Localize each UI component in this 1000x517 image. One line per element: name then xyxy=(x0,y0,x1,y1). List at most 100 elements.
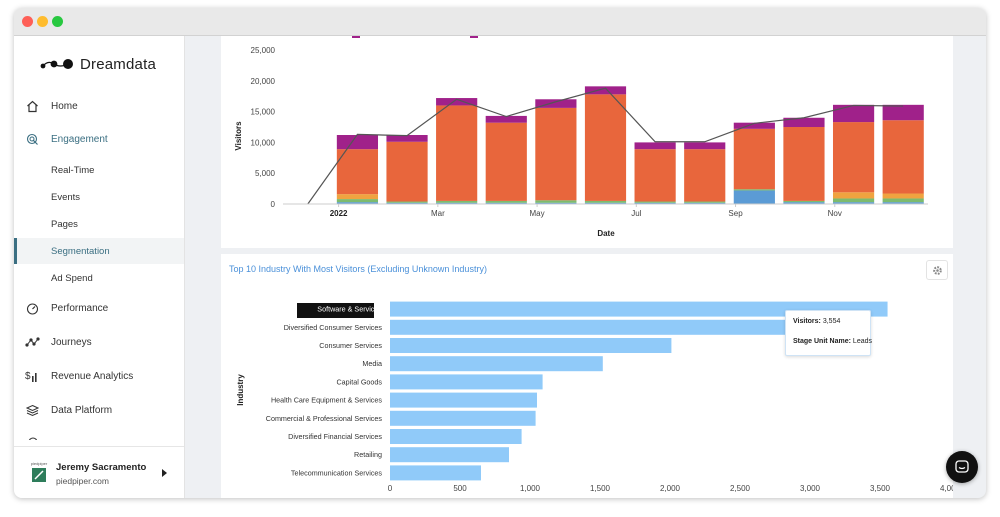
sidebar-item-home[interactable]: Home xyxy=(14,93,184,119)
industry-bar xyxy=(390,429,522,444)
x-tick-label: Sep xyxy=(728,209,743,218)
sidebar-item-engagement[interactable]: Engagement xyxy=(14,126,184,152)
sidebar-subitem-real-time[interactable]: Real-Time xyxy=(14,157,184,183)
sidebar-item-revenue-analytics[interactable]: $ Revenue Analytics xyxy=(14,363,184,389)
industry-chart-title[interactable]: Top 10 Industry With Most Visitors (Excl… xyxy=(229,264,487,274)
partial-nav-icon xyxy=(28,434,38,440)
y-tick-label: 20,000 xyxy=(251,77,276,86)
bar-segment xyxy=(386,135,428,142)
sidebar-subitem-segmentation[interactable]: Segmentation xyxy=(14,238,184,264)
bar-segment xyxy=(336,149,379,195)
sidebar-item-performance[interactable]: Performance xyxy=(14,295,184,321)
bar-segment xyxy=(783,200,825,203)
brand-logo[interactable]: Dreamdata xyxy=(40,54,156,74)
x-tick-label: 3,000 xyxy=(800,484,821,493)
sidebar-item-label: Real-Time xyxy=(51,164,95,176)
industry-bar-chart: Industry Software & Services Diversified … xyxy=(236,301,953,493)
x-tick-label: Jul xyxy=(631,209,641,218)
sidebar-item-label: Home xyxy=(51,100,78,112)
sidebar-item-label: Journeys xyxy=(51,336,92,348)
y-tick-label: 0 xyxy=(271,200,276,209)
industry-bar xyxy=(390,374,543,390)
bar-segment xyxy=(436,98,478,106)
bar-segment xyxy=(336,135,379,150)
bar-segment xyxy=(386,201,428,203)
industry-bar xyxy=(390,356,603,372)
category-label: Software & Services xyxy=(317,305,382,314)
sidebar-subitem-ad-spend[interactable]: Ad Spend xyxy=(14,265,184,291)
bar-segment xyxy=(783,127,825,201)
close-window-button[interactable] xyxy=(22,16,33,27)
bar-segment xyxy=(485,115,527,123)
home-icon xyxy=(24,98,40,114)
sidebar-item-label: Engagement xyxy=(51,133,108,145)
bar-segment xyxy=(733,190,775,204)
sidebar-item-label: Ad Spend xyxy=(51,272,93,284)
zoom-window-button[interactable] xyxy=(52,16,63,27)
x-tick-label: May xyxy=(530,209,545,218)
brand-name: Dreamdata xyxy=(80,55,157,73)
bar-segment xyxy=(436,202,478,204)
bar-segment xyxy=(535,200,577,203)
tooltip-stage-label: Stage Unit Name: xyxy=(793,338,851,345)
bar-segment xyxy=(584,202,627,204)
chevron-right-icon[interactable] xyxy=(162,469,168,477)
bar-segment xyxy=(882,104,924,121)
bar-segment xyxy=(882,120,924,194)
tooltip-visitors-label: Visitors: xyxy=(793,318,821,325)
y-tick-label: 15,000 xyxy=(251,108,276,117)
sidebar-subitem-events[interactable]: Events xyxy=(14,184,184,210)
title-bar xyxy=(14,8,986,36)
industry-bar xyxy=(390,465,481,481)
minimize-window-button[interactable] xyxy=(37,16,48,27)
user-profile[interactable]: piedpiper Jeremy Sacramento piedpiper.co… xyxy=(14,446,184,498)
industry-chart-panel: Top 10 Industry With Most Visitors (Excl… xyxy=(221,254,953,498)
x-tick-label: 4,000 xyxy=(940,484,953,493)
trend-line xyxy=(307,87,904,205)
sidebar-item-journeys[interactable]: Journeys xyxy=(14,329,184,355)
bar-segment xyxy=(783,117,825,127)
industry-bar xyxy=(390,392,537,408)
y-tick-label: 25,000 xyxy=(251,46,276,55)
bar-segment xyxy=(584,86,627,95)
sidebar-item-data-platform[interactable]: Data Platform xyxy=(14,397,184,423)
category-label: Retailing xyxy=(354,450,382,459)
data-platform-icon xyxy=(24,402,40,418)
bar-segment xyxy=(634,149,676,202)
bar-segment xyxy=(485,122,527,201)
bar-segment xyxy=(535,99,577,108)
bar-segment xyxy=(634,202,676,204)
bar-segment xyxy=(832,192,875,199)
category-label: Capital Goods xyxy=(336,377,382,386)
chat-launcher-button[interactable] xyxy=(946,451,978,483)
dreamdata-logo-icon xyxy=(40,59,73,69)
app-window: Dreamdata Home Engagement Real-Time Even… xyxy=(14,8,986,498)
x-tick-label: 2022 xyxy=(330,209,348,218)
chart-settings-button[interactable] xyxy=(926,260,948,280)
bar-segment xyxy=(336,199,379,203)
y-tick-label: 10,000 xyxy=(251,138,276,147)
bar-segment xyxy=(832,198,875,203)
sidebar-item-label: Pages xyxy=(51,218,78,230)
bar-segment xyxy=(436,200,478,203)
bar-segment xyxy=(634,201,676,203)
bar-segment xyxy=(684,142,726,150)
sidebar: Dreamdata Home Engagement Real-Time Even… xyxy=(14,36,185,498)
performance-icon xyxy=(24,300,40,316)
category-label: Diversified Financial Services xyxy=(288,432,382,441)
chart-tooltip: Visitors: 3,554 Stage Unit Name: Leads xyxy=(785,310,872,356)
bar-segment xyxy=(584,94,627,201)
bar-segment xyxy=(882,198,924,203)
sidebar-item-label: Events xyxy=(51,191,81,203)
main-content: Visitors Date 0 5,000 10,000 15,000 20,000 25… xyxy=(184,36,986,498)
bar-segment xyxy=(882,202,924,204)
x-tick-label: 2,000 xyxy=(660,484,681,493)
sidebar-subitem-pages[interactable]: Pages xyxy=(14,211,184,237)
bar-segment xyxy=(584,200,627,203)
x-tick-label: 1,000 xyxy=(520,484,541,493)
bar-segment xyxy=(386,141,428,202)
sidebar-item-label: Revenue Analytics xyxy=(51,370,134,382)
sidebar-item-label: Data Platform xyxy=(51,404,113,416)
x-tick-label: Nov xyxy=(828,209,842,218)
bar-segment xyxy=(832,122,875,193)
